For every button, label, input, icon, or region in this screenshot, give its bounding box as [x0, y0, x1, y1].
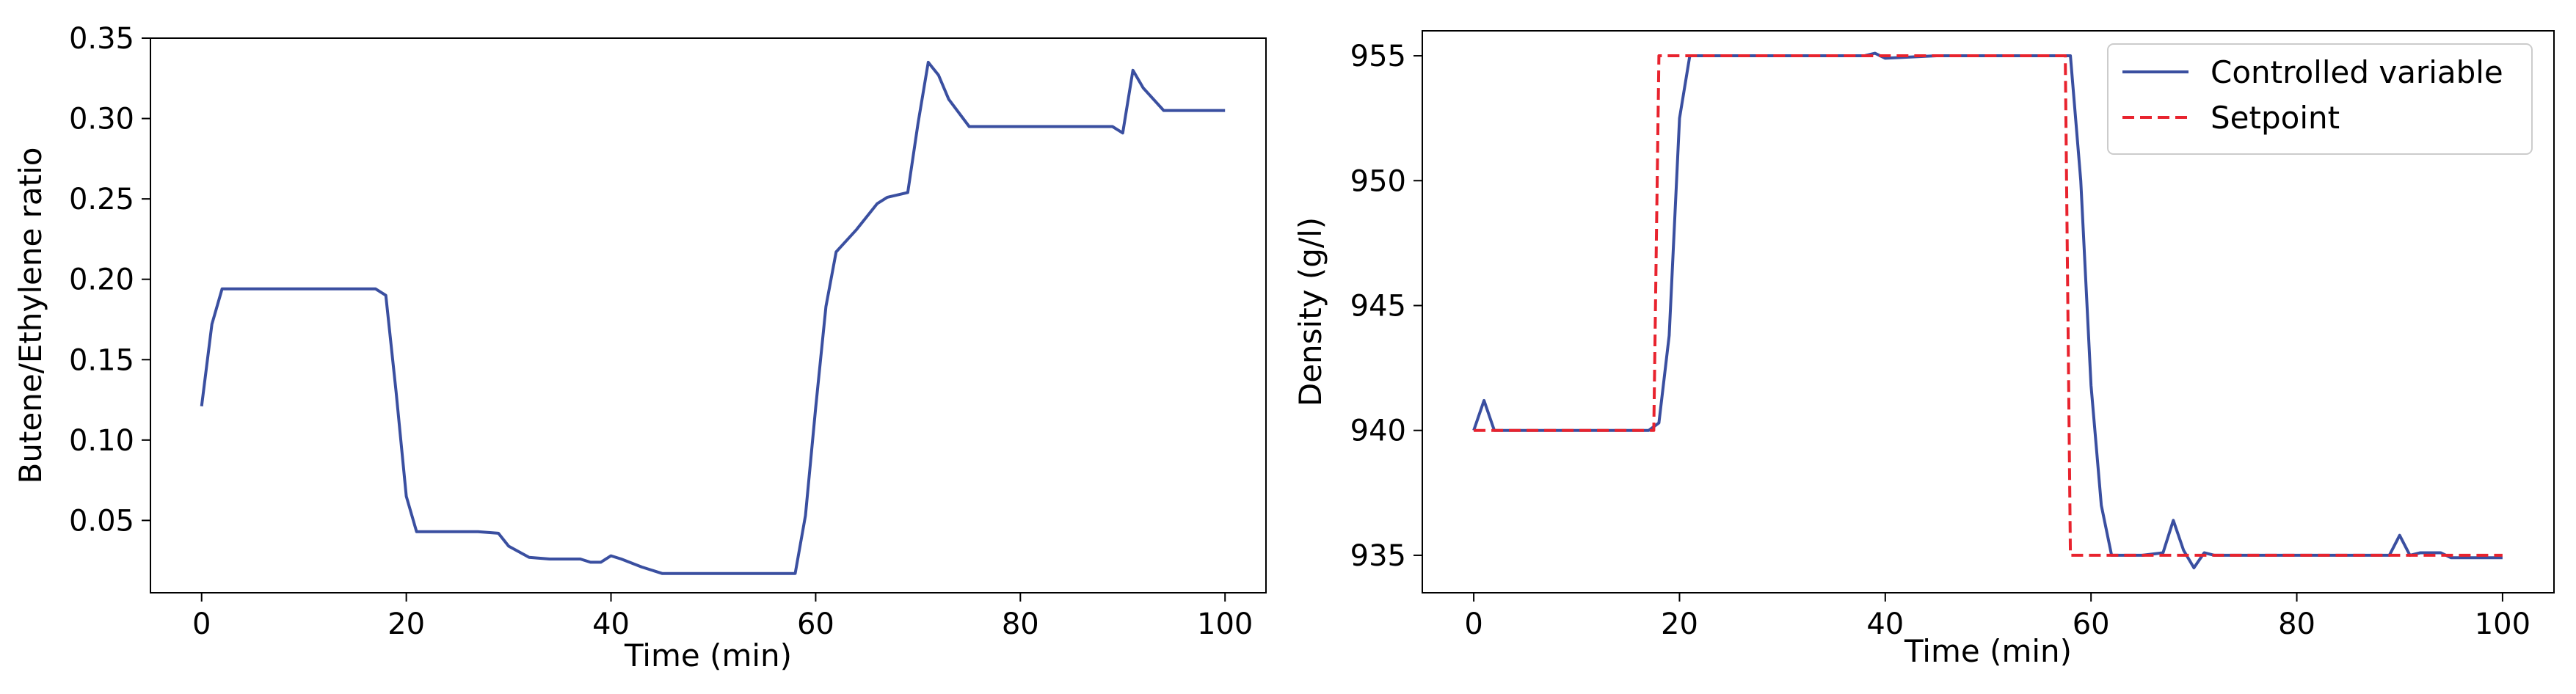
- y-tick-label: 950: [1350, 164, 1406, 198]
- chart-density: 0 20 40 60 80 100 935 940 945 950 955 Time (min) Den…: [1292, 30, 2555, 669]
- x-tick-label: 60: [2073, 607, 2110, 641]
- x-tick-label: 40: [592, 607, 630, 641]
- x-tick-label: 100: [2475, 607, 2530, 641]
- y-tick-label: 0.35: [69, 22, 134, 56]
- y-tick-label: 0.25: [69, 183, 134, 216]
- y-tick-label: 0.10: [69, 424, 134, 458]
- plot-frame: [150, 37, 1267, 593]
- y-tick-label: 940: [1350, 414, 1406, 448]
- series-line-setpoint: [1474, 54, 2503, 557]
- x-tick-label: 0: [192, 607, 211, 641]
- x-axis-label: Time (min): [1904, 633, 2072, 669]
- plot-frame: [1422, 30, 2555, 593]
- y-tick-label: 955: [1350, 40, 1406, 73]
- legend-label: Setpoint: [2211, 100, 2340, 136]
- y-tick-label: 0.15: [69, 343, 134, 377]
- y-tick-label: 0.05: [69, 504, 134, 538]
- x-tick-label: 40: [1866, 607, 1904, 641]
- x-tick-label: 80: [1002, 607, 1039, 641]
- x-tick-label: 20: [388, 607, 425, 641]
- legend: Controlled variable Setpoint: [2107, 43, 2533, 155]
- legend-box: [2107, 43, 2533, 155]
- y-tick-label: 945: [1350, 289, 1406, 323]
- y-axis-label: Density (g/l): [1292, 217, 1328, 406]
- series-line-0: [200, 60, 1226, 575]
- x-tick-label: 0: [1464, 607, 1482, 641]
- y-tick-label: 935: [1350, 539, 1406, 573]
- x-tick-label: 60: [797, 607, 834, 641]
- x-tick-label: 80: [2278, 607, 2315, 641]
- x-tick-label: 20: [1661, 607, 1698, 641]
- x-axis-label: Time (min): [624, 638, 792, 673]
- legend-label: Controlled variable: [2211, 54, 2503, 90]
- y-tick-label: 0.30: [69, 103, 134, 136]
- x-tick-label: 100: [1197, 607, 1253, 641]
- chart-ratio: 0 20 40 60 80 100 0.05 0.10 0.15 0.20 0.25 0.30 0.35…: [12, 22, 1267, 673]
- y-tick-label: 0.20: [69, 263, 134, 297]
- y-axis-label: Butene/Ethylene ratio: [12, 147, 48, 484]
